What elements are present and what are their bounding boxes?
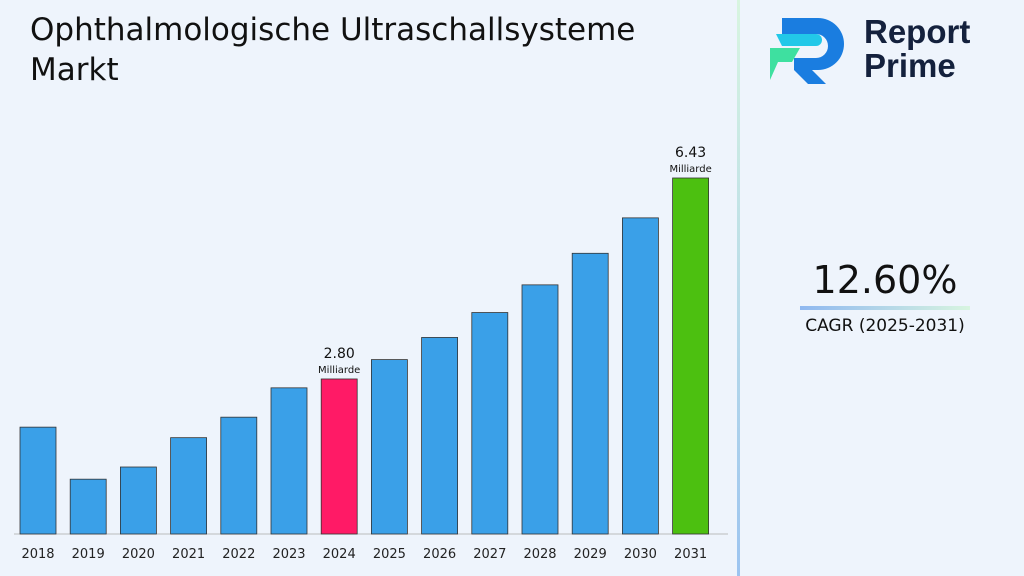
data-label-value: 6.43 [675, 145, 706, 161]
bar-chart: 2018 2019 2020 2021 2022 2023 2024 2.80 Milliard… [14, 145, 728, 562]
cagr-value: 12.60% [812, 258, 958, 302]
data-label-unit: Milliarde [669, 164, 711, 175]
bar-2027 [471, 312, 509, 535]
logo: Report Prime [768, 14, 970, 84]
bar-2026 [421, 337, 459, 535]
bar-2031 [672, 177, 709, 535]
x-tick-label: 2026 [423, 547, 456, 562]
bar-2019 [69, 478, 107, 535]
x-tick-label: 2031 [674, 547, 707, 562]
bar-2023 [270, 387, 308, 535]
x-tick-label: 2027 [473, 547, 506, 562]
data-label-unit: Milliarde [318, 365, 360, 376]
bar-2029 [571, 252, 609, 535]
bar-2022 [220, 416, 258, 535]
logo-text-report: Report [864, 13, 971, 50]
bar-2030 [622, 217, 659, 535]
x-tick-label: 2028 [523, 547, 556, 562]
x-tick-label: 2025 [373, 547, 406, 562]
x-tick-label: 2024 [323, 547, 356, 562]
chart-title: Ophthalmologische Ultraschallsysteme Mar… [30, 12, 636, 88]
x-tick-label: 2018 [21, 547, 54, 562]
bar-2020 [120, 466, 157, 535]
x-tick-label: 2022 [222, 547, 255, 562]
data-label-value: 2.80 [324, 346, 355, 362]
bar-2024 [320, 378, 358, 535]
x-tick-label: 2020 [122, 547, 155, 562]
divider [737, 0, 740, 576]
x-tick-label: 2029 [574, 547, 607, 562]
logo-text-prime: Prime [864, 47, 956, 84]
x-tick-label: 2030 [624, 547, 657, 562]
bar-2021 [170, 437, 208, 535]
x-tick-label: 2021 [172, 547, 205, 562]
x-tick-label: 2019 [72, 547, 105, 562]
bar-2025 [370, 359, 408, 535]
x-tick-label: 2023 [272, 547, 305, 562]
cagr-panel: 12.60% CAGR (2025-2031) [800, 258, 970, 336]
bar-2018 [19, 426, 57, 535]
report-prime-logo-icon [770, 18, 844, 84]
cagr-label: CAGR (2025-2031) [805, 316, 965, 336]
cagr-underline [800, 306, 970, 310]
bar-2028 [521, 284, 559, 535]
